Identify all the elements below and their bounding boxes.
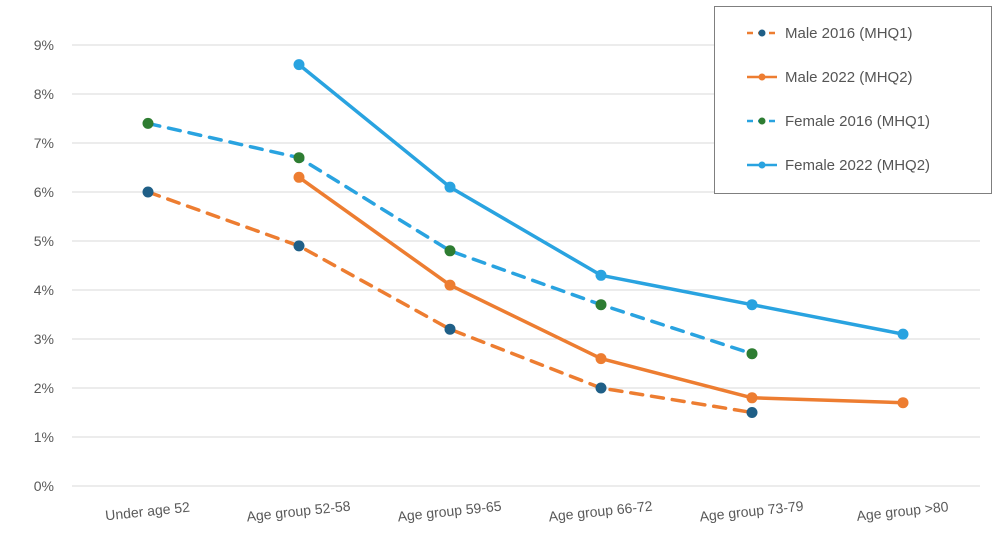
- data-point: [142, 186, 154, 198]
- y-tick-label: 1%: [34, 429, 54, 445]
- data-point: [444, 245, 456, 257]
- x-tick-label: Age group 66-72: [548, 498, 654, 525]
- y-tick-label: 2%: [34, 380, 54, 396]
- data-point: [746, 299, 758, 311]
- legend-label-male-2016: Male 2016 (MHQ1): [785, 24, 913, 42]
- y-tick-label: 7%: [34, 135, 54, 151]
- data-point: [746, 407, 758, 418]
- data-point: [746, 392, 758, 404]
- data-point: [595, 269, 607, 281]
- data-point: [897, 328, 909, 340]
- x-tick-label: Age group 52-58: [246, 498, 352, 525]
- legend-label-female-2022: Female 2022 (MHQ2): [785, 156, 931, 174]
- legend-swatch-female-2022: [747, 161, 777, 169]
- y-tick-label: 3%: [34, 331, 54, 347]
- legend-label-male-2022: Male 2022 (MHQ2): [785, 68, 913, 86]
- data-point: [293, 59, 305, 71]
- legend-label-female-2016: Female 2016 (MHQ1): [785, 112, 931, 130]
- data-point: [444, 323, 456, 335]
- y-tick-label: 5%: [34, 233, 54, 249]
- legend-item-female-2016: Female 2016 (MHQ1): [745, 109, 930, 133]
- data-point: [595, 353, 607, 365]
- data-point: [293, 240, 305, 252]
- y-tick-label: 8%: [34, 86, 54, 102]
- legend-swatch-male-2022: [747, 73, 777, 81]
- legend-swatch-female-2016: [747, 117, 777, 125]
- data-point: [293, 171, 305, 183]
- x-tick-label: Age group >80: [856, 498, 950, 524]
- data-point: [595, 382, 607, 394]
- y-tick-label: 0%: [34, 478, 54, 494]
- data-point: [746, 348, 758, 360]
- x-tick-label: Age group 59-65: [397, 498, 503, 525]
- data-point: [293, 152, 305, 164]
- x-tick-label: Age group 73-79: [699, 498, 805, 525]
- data-point: [897, 397, 909, 409]
- data-point: [444, 279, 456, 291]
- data-point: [142, 117, 154, 129]
- series-line-2: [146, 121, 754, 356]
- legend-item-female-2022: Female 2022 (MHQ2): [745, 153, 930, 177]
- y-tick-label: 4%: [34, 282, 54, 298]
- legend: Male 2016 (MHQ1) Male 2022 (MHQ2) Female…: [714, 6, 992, 194]
- legend-item-male-2016: Male 2016 (MHQ1): [745, 21, 913, 45]
- y-tick-label: 6%: [34, 184, 54, 200]
- legend-item-male-2022: Male 2022 (MHQ2): [745, 65, 913, 89]
- y-tick-label: 9%: [34, 37, 54, 53]
- series-line-0: [146, 190, 754, 415]
- legend-swatch-male-2016: [747, 29, 777, 37]
- x-tick-label: Under age 52: [104, 499, 190, 524]
- data-point: [595, 299, 607, 311]
- data-point: [444, 181, 456, 193]
